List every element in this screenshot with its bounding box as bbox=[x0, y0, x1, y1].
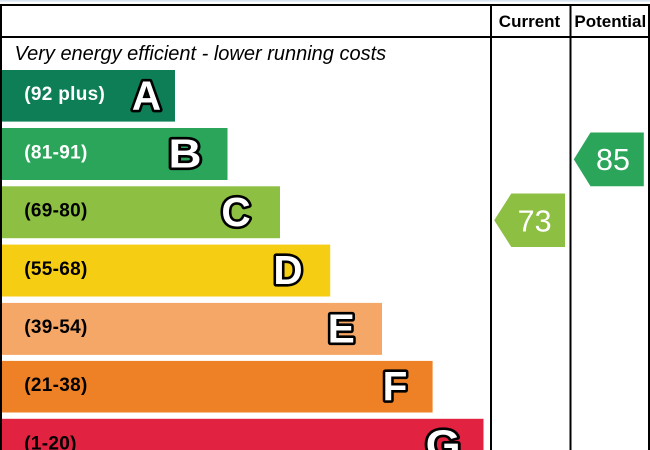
svg-text:Very energy efficient - lower: Very energy efficient - lower running co… bbox=[15, 43, 387, 65]
svg-text:(92 plus): (92 plus) bbox=[24, 84, 105, 105]
svg-text:Current: Current bbox=[499, 12, 561, 31]
svg-text:C: C bbox=[221, 189, 250, 235]
svg-text:(1-20): (1-20) bbox=[24, 433, 76, 450]
svg-text:B: B bbox=[169, 131, 202, 177]
svg-text:(81-91): (81-91) bbox=[24, 142, 87, 163]
svg-text:D: D bbox=[273, 247, 302, 293]
svg-text:E: E bbox=[328, 305, 355, 351]
svg-text:A: A bbox=[132, 73, 161, 119]
svg-text:(69-80): (69-80) bbox=[24, 201, 87, 222]
svg-text:85: 85 bbox=[596, 143, 630, 177]
svg-text:73: 73 bbox=[518, 205, 552, 239]
svg-text:G: G bbox=[426, 422, 461, 450]
svg-text:(21-38): (21-38) bbox=[24, 375, 87, 396]
svg-text:(39-54): (39-54) bbox=[24, 317, 87, 338]
svg-text:F: F bbox=[383, 363, 408, 409]
svg-text:Potential: Potential bbox=[574, 12, 646, 31]
svg-text:(55-68): (55-68) bbox=[24, 259, 87, 280]
